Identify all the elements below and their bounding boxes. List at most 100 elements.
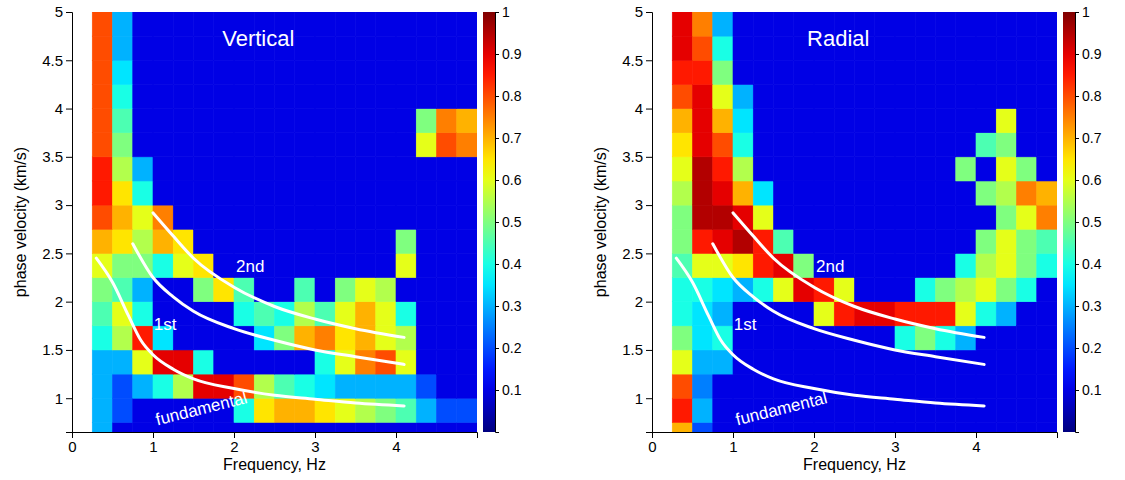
tick-label: 0.6 bbox=[1082, 172, 1102, 188]
cell bbox=[295, 109, 315, 133]
cell bbox=[976, 36, 996, 60]
cell bbox=[437, 109, 457, 133]
cell bbox=[275, 133, 295, 157]
cell bbox=[92, 374, 112, 398]
cell bbox=[895, 278, 915, 302]
cell bbox=[335, 36, 355, 60]
cell bbox=[976, 253, 996, 277]
cell bbox=[396, 398, 416, 422]
cell bbox=[194, 278, 214, 302]
cell bbox=[396, 229, 416, 253]
cell bbox=[956, 278, 976, 302]
cell bbox=[895, 109, 915, 133]
cell bbox=[875, 157, 895, 181]
cell bbox=[693, 12, 713, 36]
cell bbox=[895, 253, 915, 277]
cell bbox=[133, 157, 153, 181]
cell bbox=[875, 398, 895, 422]
cell bbox=[396, 60, 416, 84]
cell bbox=[92, 229, 112, 253]
cell bbox=[234, 422, 254, 432]
cell bbox=[396, 302, 416, 326]
cell bbox=[672, 326, 692, 350]
cell bbox=[672, 374, 692, 398]
cell bbox=[875, 84, 895, 108]
cell bbox=[693, 181, 713, 205]
tick-mark bbox=[495, 348, 499, 349]
cell bbox=[915, 422, 935, 432]
cell bbox=[214, 84, 234, 108]
cell bbox=[794, 326, 814, 350]
cell bbox=[834, 205, 854, 229]
cell bbox=[92, 350, 112, 374]
cell bbox=[996, 205, 1016, 229]
panel-title: Vertical bbox=[222, 26, 294, 51]
cell bbox=[133, 133, 153, 157]
cell bbox=[416, 374, 436, 398]
tick: 1 bbox=[55, 390, 72, 407]
cell bbox=[996, 326, 1016, 350]
cell bbox=[733, 109, 753, 133]
cell bbox=[733, 133, 753, 157]
cell bbox=[956, 253, 976, 277]
cell bbox=[315, 278, 335, 302]
tick: 0 bbox=[68, 432, 76, 455]
cell bbox=[437, 84, 457, 108]
cell bbox=[794, 109, 814, 133]
cell bbox=[335, 422, 355, 432]
cell bbox=[956, 302, 976, 326]
cell bbox=[774, 229, 794, 253]
annotation: 1st bbox=[734, 315, 757, 334]
axis-line bbox=[653, 433, 1058, 439]
cell bbox=[976, 278, 996, 302]
cell bbox=[753, 205, 773, 229]
cell bbox=[956, 374, 976, 398]
cell bbox=[113, 350, 133, 374]
tick-mark bbox=[495, 264, 499, 265]
cell bbox=[356, 157, 376, 181]
cell bbox=[794, 350, 814, 374]
cell bbox=[794, 157, 814, 181]
cell bbox=[672, 157, 692, 181]
tick-mark bbox=[495, 306, 499, 307]
tick-label: 2 bbox=[810, 438, 818, 455]
cell bbox=[254, 350, 274, 374]
cell bbox=[234, 229, 254, 253]
cell bbox=[1037, 374, 1057, 398]
cell bbox=[396, 278, 416, 302]
tick-mark bbox=[1075, 96, 1079, 97]
cell bbox=[376, 205, 396, 229]
cell bbox=[774, 12, 794, 36]
cell bbox=[234, 109, 254, 133]
cell bbox=[915, 60, 935, 84]
cell bbox=[376, 181, 396, 205]
cell bbox=[976, 229, 996, 253]
tick-label: 0.4 bbox=[1082, 256, 1102, 272]
cell bbox=[956, 133, 976, 157]
cell bbox=[875, 205, 895, 229]
tick: 0.8 bbox=[495, 88, 522, 104]
cell bbox=[956, 36, 976, 60]
cell bbox=[672, 302, 692, 326]
tick-label: 1.5 bbox=[622, 341, 643, 358]
tick-label: 0.1 bbox=[502, 382, 522, 398]
cell bbox=[713, 181, 733, 205]
tick-mark bbox=[1075, 264, 1079, 265]
cell bbox=[855, 350, 875, 374]
cell bbox=[335, 229, 355, 253]
cell bbox=[295, 181, 315, 205]
tick-label: 0.1 bbox=[1082, 382, 1102, 398]
cell bbox=[295, 374, 315, 398]
cell bbox=[1017, 84, 1037, 108]
cell bbox=[834, 157, 854, 181]
cell bbox=[895, 422, 915, 432]
cell bbox=[457, 133, 477, 157]
axis-line bbox=[66, 13, 73, 433]
cell bbox=[92, 133, 112, 157]
cell bbox=[733, 157, 753, 181]
cell bbox=[396, 181, 416, 205]
tick-mark bbox=[66, 302, 72, 303]
cell bbox=[713, 422, 733, 432]
cell bbox=[855, 229, 875, 253]
cell bbox=[173, 157, 193, 181]
